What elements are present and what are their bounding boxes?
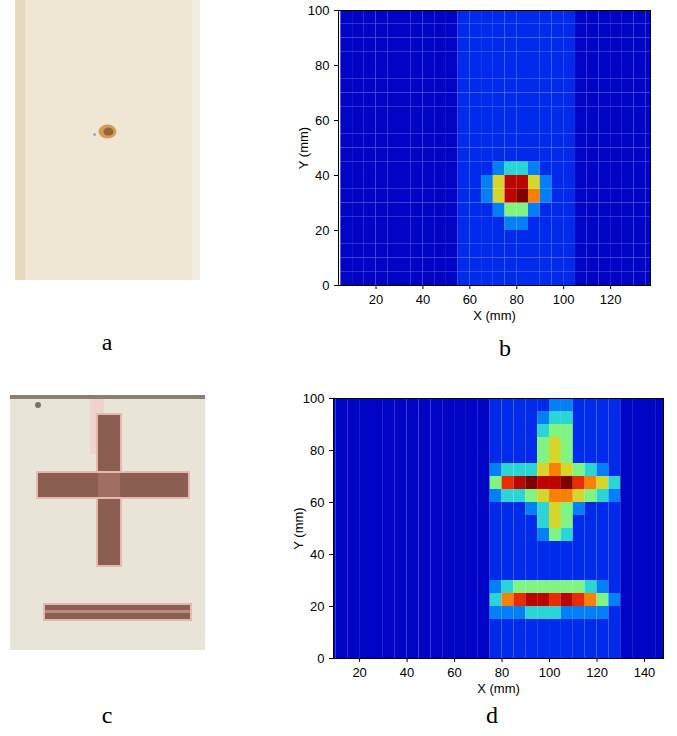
svg-text:X (mm): X (mm) [477, 681, 520, 696]
svg-text:140: 140 [634, 665, 656, 680]
svg-text:20: 20 [310, 599, 324, 614]
svg-text:X (mm): X (mm) [473, 308, 516, 323]
svg-text:80: 80 [510, 292, 524, 307]
svg-text:80: 80 [315, 58, 329, 73]
html-text:b: b [499, 335, 511, 361]
html-text:c: c [101, 702, 113, 728]
svg-text:20: 20 [315, 223, 329, 238]
svg-text:100: 100 [308, 3, 330, 18]
svg-text:60: 60 [310, 495, 324, 510]
svg-text:120: 120 [586, 665, 608, 680]
svg-text:40: 40 [315, 168, 329, 183]
svg-text:0: 0 [322, 278, 329, 293]
svg-text:Y (mm): Y (mm) [296, 127, 311, 169]
svg-text:100: 100 [553, 292, 575, 307]
svg-text:0: 0 [317, 651, 324, 666]
html-text:d: d [486, 702, 498, 728]
svg-text:40: 40 [310, 547, 324, 562]
svg-text:40: 40 [416, 292, 430, 307]
svg-text:100: 100 [303, 391, 325, 406]
svg-text:60: 60 [315, 113, 329, 128]
svg-text:60: 60 [463, 292, 477, 307]
svg-text:80: 80 [495, 665, 509, 680]
svg-text:40: 40 [400, 665, 414, 680]
svg-text:100: 100 [539, 665, 561, 680]
html-text:a: a [101, 329, 113, 355]
svg-text:120: 120 [600, 292, 622, 307]
svg-text:20: 20 [352, 665, 366, 680]
svg-text:20: 20 [369, 292, 383, 307]
svg-text:80: 80 [310, 443, 324, 458]
svg-text:60: 60 [447, 665, 461, 680]
svg-text:Y (mm): Y (mm) [291, 507, 306, 549]
